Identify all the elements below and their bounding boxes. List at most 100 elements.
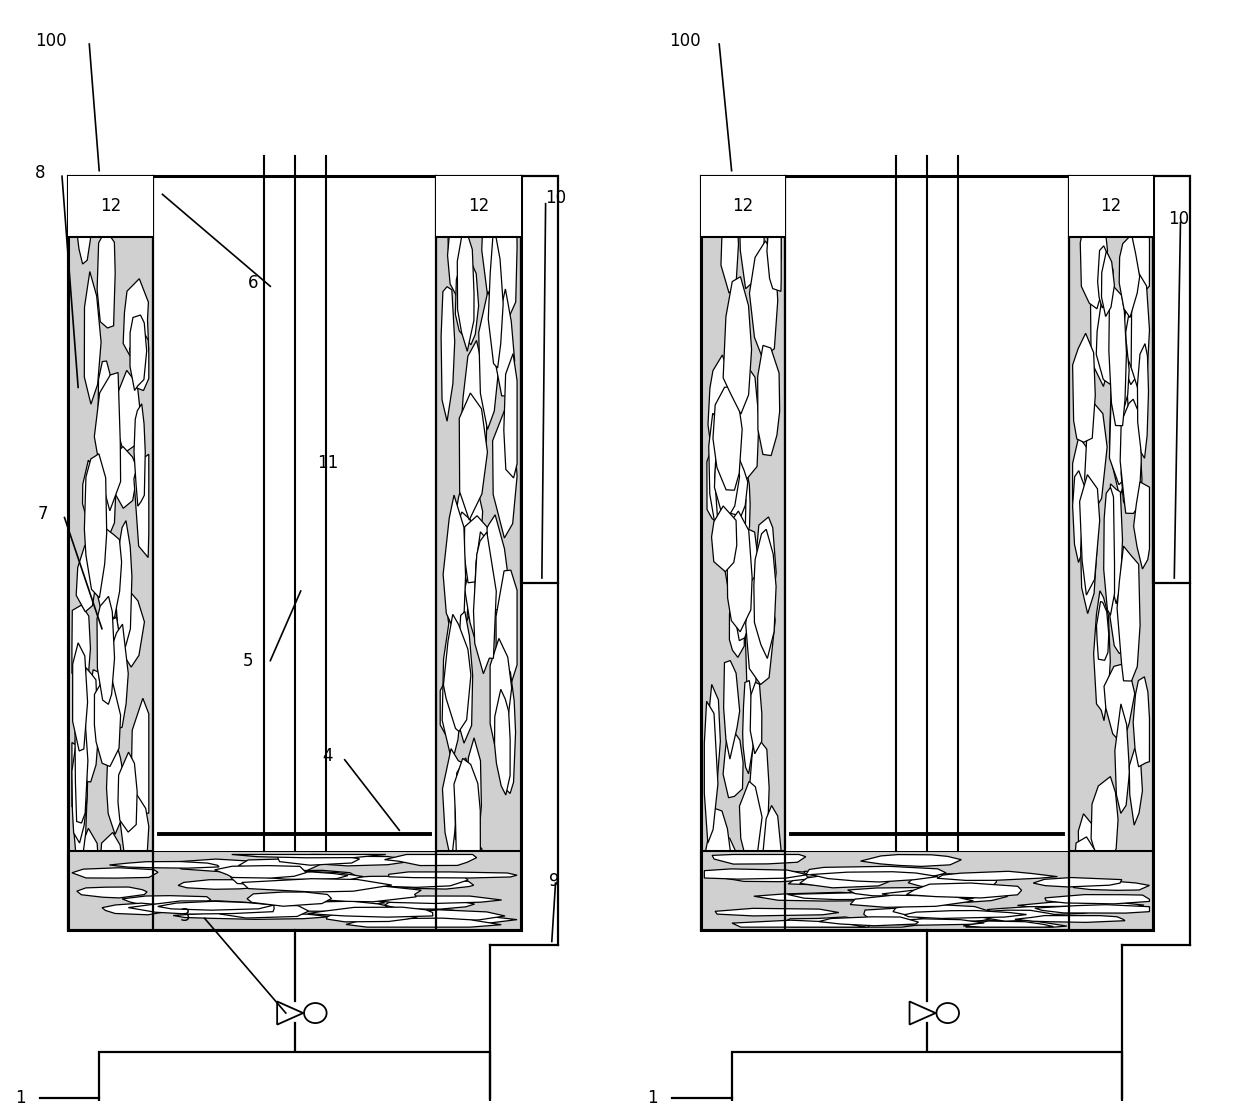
Polygon shape	[490, 638, 512, 747]
Polygon shape	[714, 431, 739, 521]
Polygon shape	[260, 872, 348, 880]
Polygon shape	[818, 916, 919, 926]
Polygon shape	[740, 203, 764, 289]
Polygon shape	[704, 701, 718, 843]
Text: 10: 10	[546, 189, 567, 207]
Polygon shape	[123, 279, 149, 365]
Polygon shape	[800, 874, 892, 888]
Polygon shape	[114, 591, 144, 667]
Polygon shape	[232, 854, 386, 858]
Polygon shape	[1101, 252, 1115, 317]
Bar	[68, 176, 153, 237]
Bar	[521, 176, 558, 584]
Polygon shape	[453, 512, 472, 629]
Polygon shape	[76, 545, 97, 612]
Polygon shape	[723, 277, 751, 414]
Polygon shape	[455, 758, 477, 845]
Polygon shape	[444, 614, 471, 731]
Polygon shape	[479, 291, 498, 430]
Polygon shape	[1080, 476, 1097, 614]
Polygon shape	[1085, 401, 1107, 515]
Polygon shape	[789, 879, 874, 885]
Polygon shape	[102, 903, 177, 915]
Polygon shape	[170, 859, 277, 872]
Polygon shape	[1096, 297, 1117, 384]
Bar	[1069, 176, 1153, 237]
Polygon shape	[724, 660, 740, 759]
Polygon shape	[1096, 602, 1109, 660]
Polygon shape	[503, 353, 517, 478]
Polygon shape	[459, 393, 487, 520]
Polygon shape	[495, 689, 510, 796]
Polygon shape	[326, 912, 418, 922]
Polygon shape	[1104, 665, 1135, 745]
Polygon shape	[277, 1002, 303, 1025]
Polygon shape	[94, 372, 120, 511]
Polygon shape	[278, 854, 360, 865]
Polygon shape	[906, 883, 1022, 897]
Polygon shape	[453, 811, 465, 927]
Bar	[701, 851, 1153, 931]
Polygon shape	[779, 917, 874, 927]
Polygon shape	[1112, 316, 1130, 412]
Polygon shape	[750, 683, 761, 753]
Polygon shape	[1073, 334, 1095, 442]
Polygon shape	[739, 781, 763, 860]
Polygon shape	[465, 540, 492, 653]
Polygon shape	[464, 515, 487, 583]
Polygon shape	[1080, 474, 1100, 595]
Polygon shape	[365, 912, 449, 920]
Polygon shape	[732, 920, 866, 927]
Polygon shape	[751, 865, 777, 927]
Polygon shape	[963, 921, 1053, 927]
Polygon shape	[109, 624, 128, 729]
Polygon shape	[388, 872, 517, 878]
Text: 9: 9	[549, 872, 559, 890]
Bar	[701, 176, 785, 237]
Polygon shape	[474, 532, 496, 674]
Polygon shape	[714, 837, 738, 927]
Polygon shape	[134, 454, 149, 557]
Polygon shape	[713, 387, 743, 490]
Polygon shape	[1033, 878, 1122, 886]
Polygon shape	[720, 197, 739, 294]
Polygon shape	[440, 852, 450, 927]
Polygon shape	[466, 738, 481, 860]
Polygon shape	[113, 447, 138, 509]
Polygon shape	[704, 808, 733, 927]
Polygon shape	[494, 195, 517, 320]
Polygon shape	[306, 856, 417, 865]
Polygon shape	[1073, 837, 1097, 927]
Polygon shape	[72, 737, 87, 843]
Polygon shape	[215, 865, 306, 878]
Polygon shape	[1115, 704, 1130, 813]
Polygon shape	[1110, 381, 1130, 484]
Polygon shape	[708, 355, 729, 471]
Polygon shape	[81, 668, 98, 782]
Polygon shape	[708, 685, 720, 789]
Polygon shape	[386, 881, 474, 889]
Polygon shape	[293, 886, 422, 902]
Text: 12: 12	[732, 197, 754, 215]
Bar	[68, 851, 521, 931]
Polygon shape	[754, 530, 776, 658]
Polygon shape	[446, 572, 467, 639]
Polygon shape	[134, 403, 145, 506]
Polygon shape	[1104, 488, 1115, 615]
Polygon shape	[749, 240, 777, 358]
Bar	[436, 176, 521, 931]
Polygon shape	[308, 907, 433, 917]
Polygon shape	[98, 617, 128, 726]
Polygon shape	[930, 891, 1008, 902]
Polygon shape	[1107, 484, 1122, 604]
Polygon shape	[489, 234, 503, 368]
Text: 5: 5	[243, 652, 253, 669]
Polygon shape	[755, 517, 776, 616]
Polygon shape	[247, 892, 331, 906]
Polygon shape	[1018, 902, 1145, 910]
Polygon shape	[833, 917, 930, 927]
Polygon shape	[492, 410, 517, 538]
Polygon shape	[503, 671, 516, 793]
Polygon shape	[727, 511, 753, 632]
Polygon shape	[1091, 777, 1118, 869]
